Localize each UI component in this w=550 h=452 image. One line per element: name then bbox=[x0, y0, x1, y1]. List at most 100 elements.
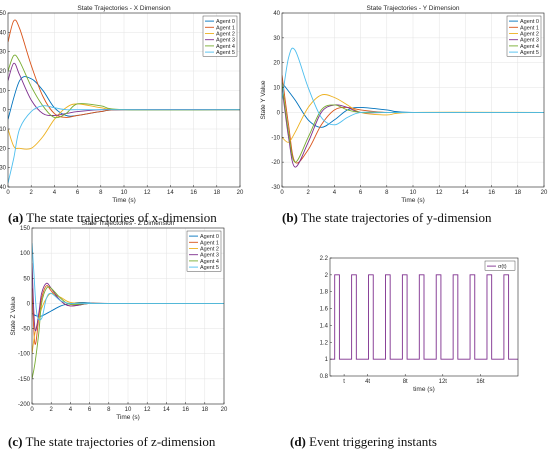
caption-c-letter: (c) bbox=[8, 434, 23, 449]
chart-c-ylabel: State Z Value bbox=[10, 296, 17, 335]
chart-c-legend-entry-0: Agent 0 bbox=[200, 234, 219, 240]
chart-c-legend-entry-2: Agent 2 bbox=[200, 247, 219, 253]
chart-a-ytick-label: 50 bbox=[0, 11, 7, 17]
chart-a-xtick-label: 14 bbox=[167, 190, 174, 196]
chart-a-ytick-label: -20 bbox=[0, 146, 7, 152]
chart-c-series-agent-5 bbox=[32, 243, 224, 321]
chart-d-xtick-label: 12t bbox=[439, 379, 448, 385]
chart-d-xtick-label: 8t bbox=[403, 379, 408, 385]
caption-c: (c) The state trajectories of z-dimensio… bbox=[8, 434, 215, 450]
chart-d-ytick-label: 1 bbox=[325, 357, 329, 363]
chart-d-ytick-label: 1.4 bbox=[320, 323, 329, 329]
chart-c-xtick-label: 2 bbox=[50, 407, 54, 413]
chart-a-legend-entry-5: Agent 5 bbox=[216, 50, 235, 56]
chart-b-ytick-label: -30 bbox=[271, 185, 280, 191]
chart-d-xlabel: time (s) bbox=[413, 386, 435, 393]
chart-b-xtick-label: 12 bbox=[436, 190, 443, 196]
caption-a: (a) The state trajectories of x-dimensio… bbox=[8, 210, 217, 226]
chart-d-series-sigma bbox=[330, 274, 518, 360]
chart-b-xtick-label: 6 bbox=[359, 190, 363, 196]
chart-b-xtick-label: 20 bbox=[541, 190, 548, 196]
chart-b-xlabel: Time (s) bbox=[401, 197, 425, 204]
chart-c-xtick-label: 16 bbox=[182, 407, 189, 413]
caption-a-letter: (a) bbox=[8, 210, 24, 225]
chart-d-series-group bbox=[330, 274, 518, 360]
chart-c-ytick-label: -50 bbox=[21, 327, 30, 333]
chart-a-legend-entry-3: Agent 3 bbox=[216, 38, 235, 44]
chart-b-ytick-label: 40 bbox=[273, 11, 280, 17]
chart-b-ytick-label: -20 bbox=[271, 160, 280, 166]
chart-b-xtick-label: 16 bbox=[488, 190, 495, 196]
chart-a-ytick-label: 10 bbox=[0, 88, 7, 94]
chart-c-legend-entry-4: Agent 4 bbox=[200, 259, 219, 265]
chart-c-ytick-label: -100 bbox=[18, 352, 31, 358]
chart-a-ytick-label: -10 bbox=[0, 127, 7, 133]
chart-c-legend-entry-3: Agent 3 bbox=[200, 253, 219, 259]
chart-c-ytick-label: 0 bbox=[27, 301, 31, 307]
chart-c-legend-box bbox=[186, 230, 222, 272]
chart-b-legend-entry-1: Agent 1 bbox=[520, 25, 539, 31]
chart-a-xlabel: Time (s) bbox=[112, 197, 136, 204]
chart-a-legend-box bbox=[202, 15, 238, 57]
chart-c-ytick-label: -150 bbox=[18, 377, 31, 383]
chart-b-xtick-label: 8 bbox=[385, 190, 389, 196]
chart-a-ytick-label: -40 bbox=[0, 185, 7, 191]
chart-b-ytick-label: -10 bbox=[271, 135, 280, 141]
chart-a: 0 2 4 6 8 10 12 14 16 18 20 -40 -30 -20 -10 0 10 20 30 40 50… bbox=[0, 5, 244, 204]
caption-b-text: The state trajectories of y-dimension bbox=[297, 210, 492, 225]
chart-d-ytick-label: 2.2 bbox=[320, 256, 329, 262]
chart-c-legend-entry-5: Agent 5 bbox=[200, 265, 219, 271]
chart-c-legend-entry-1: Agent 1 bbox=[200, 240, 219, 246]
chart-b-ytick-label: 0 bbox=[277, 110, 281, 116]
chart-d-xtick-label: 4t bbox=[365, 379, 370, 385]
caption-b-letter: (b) bbox=[282, 210, 298, 225]
chart-b-legend-entry-0: Agent 0 bbox=[520, 19, 539, 25]
chart-b-ytick-label: 30 bbox=[273, 36, 280, 42]
chart-d-ytick-label: 0.8 bbox=[320, 374, 329, 380]
chart-c-series-group bbox=[32, 243, 224, 379]
chart-b-legend-entry-2: Agent 2 bbox=[520, 32, 539, 38]
chart-b-xtick-label: 2 bbox=[307, 190, 311, 196]
caption-b: (b) The state trajectories of y-dimensio… bbox=[282, 210, 492, 226]
chart-b-xtick-label: 18 bbox=[514, 190, 521, 196]
chart-c-ytick-label: 100 bbox=[20, 251, 31, 257]
chart-d-ytick-label: 1.2 bbox=[320, 340, 329, 346]
chart-c-xlabel: Time (s) bbox=[116, 414, 140, 421]
chart-a-xtick-label: 12 bbox=[144, 190, 151, 196]
chart-c: 0 2 4 6 8 10 12 14 16 18 20 -200 -150 -100 -50 0 50 100 15… bbox=[10, 220, 228, 421]
chart-a-ytick-label: 30 bbox=[0, 50, 7, 56]
chart-a-xtick-label: 10 bbox=[121, 190, 128, 196]
chart-a-xtick-label: 18 bbox=[213, 190, 220, 196]
chart-a-title: State Trajectories - X Dimension bbox=[77, 5, 171, 12]
chart-a-xtick-label: 2 bbox=[30, 190, 34, 196]
chart-a-legend-entry-1: Agent 1 bbox=[216, 25, 235, 31]
chart-c-xtick-label: 6 bbox=[88, 407, 92, 413]
chart-b-ytick-label: 10 bbox=[273, 86, 280, 92]
chart-b-legend-entry-3: Agent 3 bbox=[520, 38, 539, 44]
chart-d-legend-box bbox=[484, 260, 516, 271]
chart-c-xtick-label: 8 bbox=[107, 407, 111, 413]
chart-a-ytick-label: 20 bbox=[0, 69, 7, 75]
chart-a-xtick-label: 6 bbox=[76, 190, 80, 196]
chart-b-xtick-label: 14 bbox=[462, 190, 469, 196]
chart-b-series-group bbox=[282, 47, 544, 168]
chart-b-legend-box bbox=[506, 15, 542, 57]
chart-d-legend-entry-0: σ(t) bbox=[498, 264, 507, 270]
chart-d-ytick-label: 1.8 bbox=[320, 290, 329, 296]
chart-a-legend-entry-4: Agent 4 bbox=[216, 44, 235, 50]
chart-b-legend-entry-5: Agent 5 bbox=[520, 50, 539, 56]
chart-c-xtick-label: 14 bbox=[163, 407, 170, 413]
chart-a-legend-entry-2: Agent 2 bbox=[216, 32, 235, 38]
chart-a-xtick-label: 16 bbox=[190, 190, 197, 196]
chart-c-ytick-label: 150 bbox=[20, 226, 31, 232]
chart-a-ytick-label: 0 bbox=[3, 108, 7, 114]
chart-a-xtick-label: 20 bbox=[237, 190, 244, 196]
chart-a-series-agent-5 bbox=[8, 105, 240, 184]
chart-c-title: State Trajectories - Z Dimension bbox=[82, 220, 175, 227]
chart-a-series-agent-1 bbox=[8, 19, 240, 118]
chart-c-xtick-label: 12 bbox=[144, 407, 151, 413]
